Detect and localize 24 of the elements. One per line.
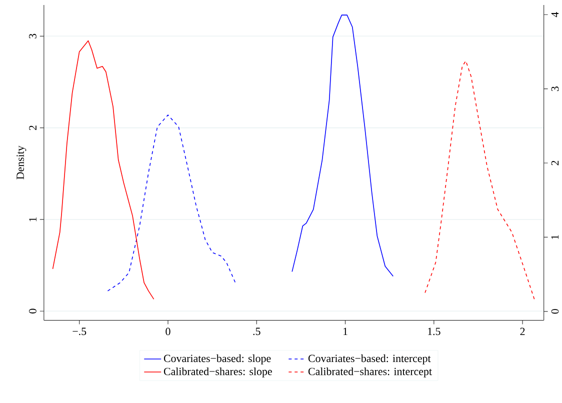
y-tick-label: 3 xyxy=(29,34,36,38)
y2-tick-label: 4 xyxy=(551,12,559,18)
x-tick-label: 0 xyxy=(166,328,170,336)
y2-tick-label: 1 xyxy=(551,235,559,239)
legend-label: Covariates−based: intercept xyxy=(308,354,431,364)
line-series xyxy=(107,114,236,292)
x-tick-label: 2 xyxy=(520,328,525,335)
y2-tick-label: 3 xyxy=(551,86,559,91)
legend-label: Covariates−based: slope xyxy=(164,354,271,364)
x-tick-label: −.5 xyxy=(72,328,86,336)
y-tick-label: 1 xyxy=(29,217,36,222)
y2-tick-label: 2 xyxy=(551,160,559,166)
legend-label: Calibrated−shares: intercept xyxy=(308,367,432,378)
y-tick-label: 0 xyxy=(29,308,36,314)
y2-tick-label: 0 xyxy=(551,309,559,314)
y-axis-title: Density xyxy=(16,146,26,180)
x-tick-label: 1 xyxy=(343,328,348,335)
x-tick-label: 1.5 xyxy=(428,328,440,336)
y-tick-label: 2 xyxy=(29,126,36,130)
line-series xyxy=(52,40,154,300)
x-tick-label: .5 xyxy=(253,328,260,336)
line-series xyxy=(292,14,394,277)
legend-label: Calibrated−shares: slope xyxy=(164,367,272,378)
line-series xyxy=(424,60,536,302)
